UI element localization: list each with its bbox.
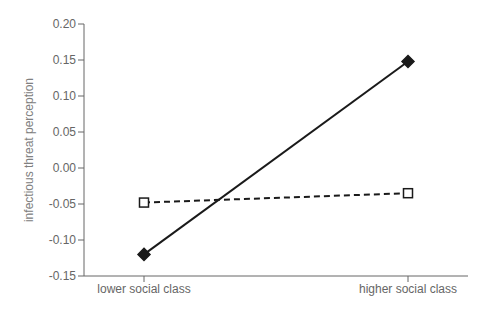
svg-text:0.00: 0.00 bbox=[53, 161, 77, 175]
svg-text:higher social class: higher social class bbox=[359, 282, 457, 296]
svg-text:0.20: 0.20 bbox=[53, 17, 77, 31]
svg-text:infectious threat perception: infectious threat perception bbox=[22, 78, 36, 222]
svg-text:-0.15: -0.15 bbox=[49, 269, 77, 283]
svg-text:-0.10: -0.10 bbox=[49, 233, 77, 247]
svg-text:lower social class: lower social class bbox=[97, 282, 190, 296]
svg-text:0.15: 0.15 bbox=[53, 53, 77, 67]
svg-text:0.05: 0.05 bbox=[53, 125, 77, 139]
svg-text:-0.05: -0.05 bbox=[49, 197, 77, 211]
svg-text:0.10: 0.10 bbox=[53, 89, 77, 103]
